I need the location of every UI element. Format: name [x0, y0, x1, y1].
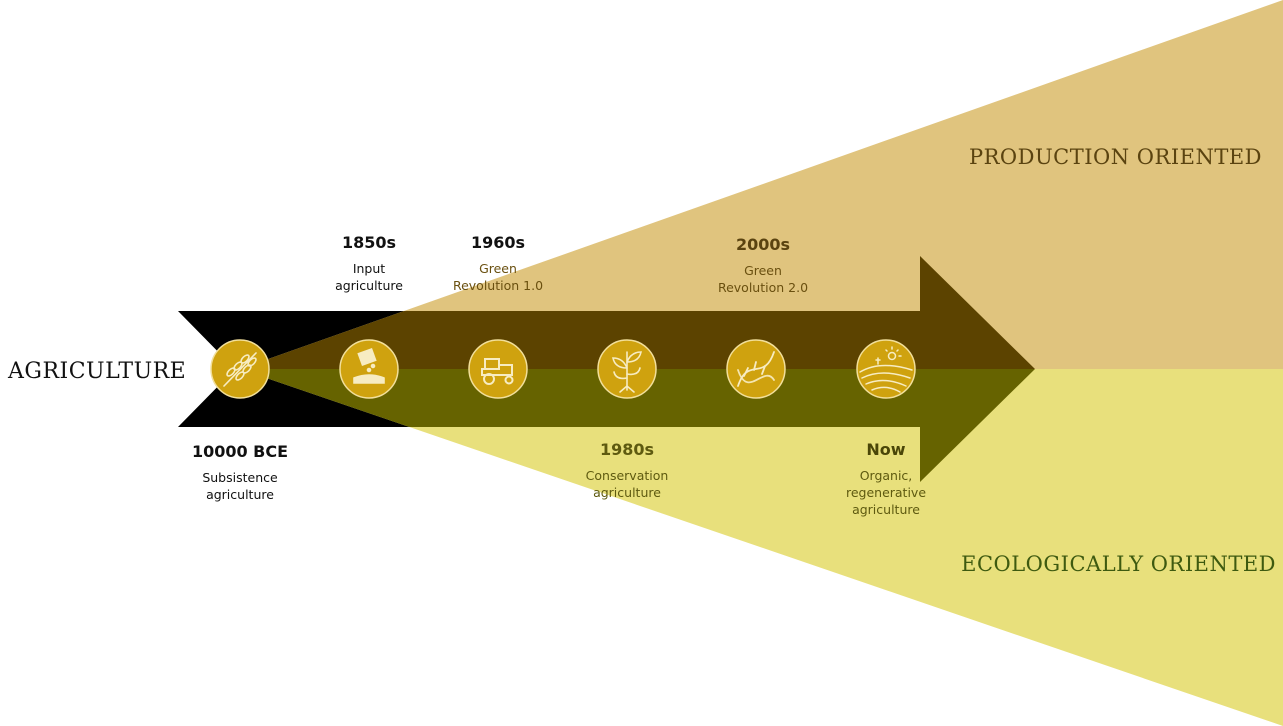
milestone-label-1980s: 1980s Conservation agriculture — [547, 440, 707, 501]
milestone-year: 1850s — [341, 233, 397, 252]
milestone-desc-line: Input — [352, 261, 386, 276]
milestone-circle-1850s — [339, 339, 399, 399]
milestone-year: 2000s — [735, 235, 791, 254]
milestone-desc-line: regenerative — [845, 485, 927, 500]
milestone-desc-line: agriculture — [593, 485, 661, 500]
milestone-year: Now — [866, 440, 906, 459]
milestone-desc-line: agriculture — [206, 487, 274, 502]
milestone-year: 1980s — [599, 440, 655, 459]
milestone-label-1960s: 1960s Green Revolution 1.0 — [418, 233, 578, 294]
agriculture-title: AGRICULTURE — [7, 359, 186, 384]
seedling-icon — [612, 351, 642, 393]
milestone-circle-10000bce — [210, 339, 270, 399]
milestone-year: 1960s — [470, 233, 526, 252]
ecological-wedge — [240, 369, 1283, 726]
milestone-year: 10000 BCE — [191, 442, 289, 461]
fertilizer-icon — [353, 347, 385, 384]
production-oriented-label: PRODUCTION ORIENTED — [969, 145, 1262, 169]
milestone-desc-line: Conservation — [585, 468, 669, 483]
milestone-label-1850s: 1850s Input agriculture — [289, 233, 449, 294]
milestone-label-10000bce: 10000 BCE Subsistence agriculture — [160, 442, 320, 503]
landscape-icon — [859, 346, 913, 393]
ecologically-oriented-label: ECOLOGICALLY ORIENTED — [961, 552, 1276, 576]
production-wedge — [240, 0, 1283, 369]
milestone-desc-line: Subsistence — [202, 470, 278, 485]
dna-icon — [737, 351, 775, 387]
milestone-desc-line: Green — [479, 261, 517, 276]
milestone-label-2000s: 2000s Green Revolution 2.0 — [683, 235, 843, 296]
milestone-circle-1980s — [597, 339, 657, 399]
milestone-circle-now — [856, 339, 916, 399]
milestone-label-now: Now Organic, regenerative agriculture — [806, 440, 966, 518]
milestone-desc-line: Revolution 1.0 — [452, 278, 544, 293]
milestone-desc-line: agriculture — [852, 502, 920, 517]
milestone-desc-line: Green — [744, 263, 782, 278]
milestone-desc-line: Revolution 2.0 — [717, 280, 809, 295]
wheat-icon — [223, 352, 257, 387]
milestone-circle-2000s — [726, 339, 786, 399]
milestone-desc-line: agriculture — [335, 278, 403, 293]
tractor-icon — [481, 358, 514, 385]
milestone-desc-line: Organic, — [859, 468, 913, 483]
milestone-circle-1960s — [468, 339, 528, 399]
